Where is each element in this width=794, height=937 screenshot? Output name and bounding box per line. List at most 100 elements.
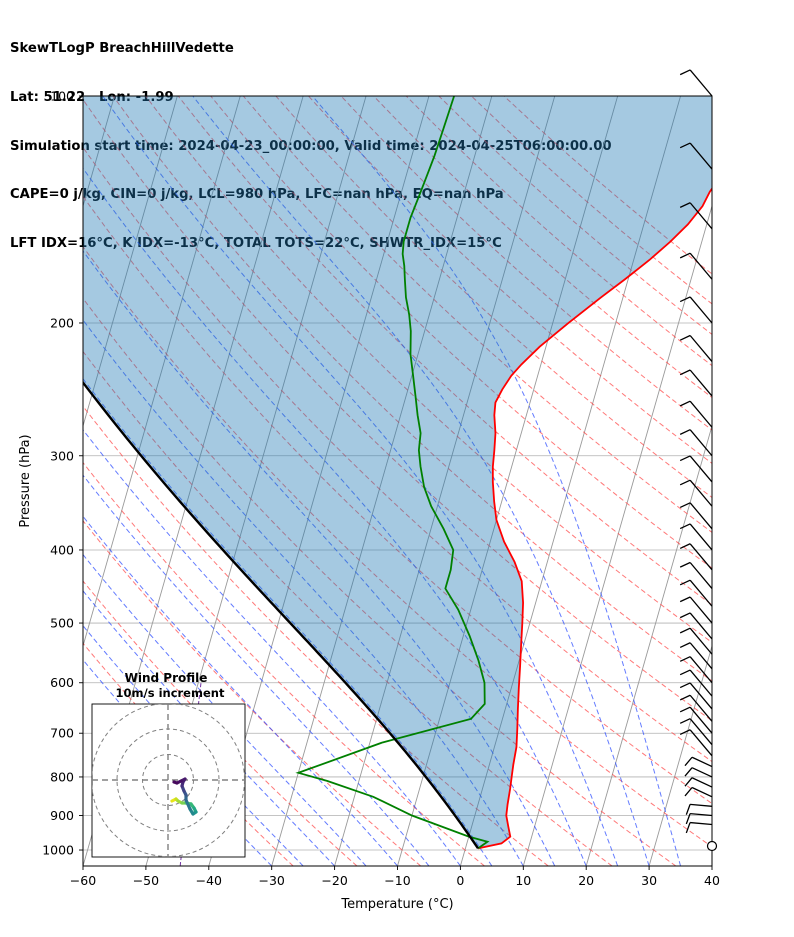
hodograph-title: Wind Profile — [125, 671, 208, 685]
x-tick-label: 20 — [578, 873, 594, 888]
wind-barb — [689, 627, 713, 655]
x-tick-label: −50 — [133, 873, 159, 888]
wind-barb-flag — [685, 804, 691, 815]
wind-barb — [690, 812, 713, 817]
wind-barb-flag — [679, 729, 691, 736]
wind-barb — [690, 821, 713, 826]
wind-barb — [689, 252, 713, 280]
wind-barb-flag — [679, 694, 691, 701]
wind-barb-flag — [679, 642, 691, 648]
wind-barb — [689, 682, 713, 710]
moist-adiabat-line — [83, 250, 556, 866]
isotherm-line — [459, 96, 681, 866]
wind-barb-flag — [679, 523, 691, 530]
wind-barb-flag — [679, 296, 691, 303]
wind-barb — [689, 656, 713, 684]
wind-barb — [689, 455, 713, 483]
wind-barb-flag — [679, 706, 691, 713]
wind-barb — [689, 202, 713, 230]
y-tick-label: 300 — [50, 448, 74, 463]
moist-adiabat-line — [83, 474, 430, 866]
isotherm-line — [208, 96, 430, 866]
location-line: Lat: 51.22 Lon: -1.99 — [10, 90, 174, 105]
wind-barb — [689, 729, 713, 757]
wind-barb-flag — [679, 543, 691, 550]
isotherm-line — [83, 96, 241, 648]
chart-title: SkewTLogP BreachHillVedette — [10, 41, 234, 57]
wind-barb-flag — [679, 718, 691, 724]
dry-adiabat-line — [83, 642, 294, 866]
x-tick-label: −10 — [384, 873, 410, 888]
wind-barb — [689, 718, 713, 746]
isotherm-line — [83, 96, 178, 428]
wind-barb — [689, 296, 713, 324]
dry-adiabat-line — [83, 350, 613, 866]
dry-adiabat-line — [242, 96, 712, 533]
wind-barb — [689, 335, 713, 362]
wind-barb-flag — [679, 682, 691, 689]
wind-barb — [691, 786, 713, 798]
wind-barb-flag — [679, 429, 691, 435]
wind-barb-flag — [679, 627, 691, 634]
isotherm-line — [522, 204, 712, 866]
wind-barb — [689, 596, 713, 624]
moist-adiabat-line — [83, 590, 335, 866]
moist-adiabat-line — [83, 319, 524, 866]
dry-adiabat-line — [210, 96, 712, 569]
isotherm-line — [775, 96, 794, 866]
wind-barb-flag — [684, 767, 693, 777]
dry-adiabat-line — [83, 520, 422, 866]
hodograph-trace-segment — [172, 780, 179, 785]
time-line: Simulation start time: 2024-04-23_00:00:… — [10, 138, 612, 154]
dry-adiabat-line — [340, 96, 712, 431]
wind-barb — [690, 803, 713, 807]
moist-adiabat-line — [192, 96, 650, 866]
wind-barb — [689, 706, 713, 734]
temperature-line — [477, 187, 712, 850]
dewpoint-line — [295, 96, 490, 850]
hodograph-subtitle: 10m/s increment — [116, 686, 225, 700]
x-axis-label: Temperature (°C) — [340, 897, 453, 912]
wind-barb — [689, 579, 713, 607]
x-tick-label: 10 — [515, 873, 531, 888]
parcel-path-line — [83, 380, 480, 850]
wind-barb-flag — [679, 252, 691, 259]
wind-barb — [689, 694, 713, 722]
calm-wind-marker — [706, 840, 718, 852]
wind-barb — [689, 502, 713, 530]
wind-barb-flag — [679, 596, 691, 603]
wind-barb — [689, 669, 713, 697]
wind-barb — [689, 543, 713, 571]
moist-adiabat-line — [312, 96, 682, 866]
dry-adiabat-line — [83, 580, 358, 866]
wind-barb-flag — [679, 334, 691, 341]
x-tick-label: −60 — [70, 873, 96, 888]
wind-barb — [689, 369, 713, 397]
wind-barb — [689, 479, 713, 507]
wind-barb — [689, 400, 713, 428]
x-tick-label: −30 — [259, 873, 285, 888]
y-tick-label: 600 — [50, 675, 74, 690]
x-tick-label: 40 — [704, 873, 720, 888]
wind-barb-flag — [684, 756, 693, 767]
x-tick-label: −40 — [196, 873, 222, 888]
wind-barb-flag — [679, 202, 691, 208]
wind-barb — [689, 562, 713, 589]
isotherm-line — [334, 96, 556, 866]
y-tick-label: 900 — [50, 808, 74, 823]
wind-barb-flag — [679, 369, 691, 376]
x-tick-label: 0 — [456, 873, 464, 888]
isotherm-line — [585, 424, 712, 866]
dry-adiabat-line — [83, 461, 485, 866]
x-tick-label: −20 — [321, 873, 347, 888]
wind-barb — [689, 612, 713, 640]
wind-barb-flag — [685, 822, 691, 834]
moist-adiabat-line — [83, 553, 367, 866]
wind-barb-flag — [679, 656, 691, 662]
moist-adiabat-line — [83, 624, 304, 866]
wind-barb — [691, 756, 713, 768]
moist-adiabat-line — [83, 167, 587, 866]
chart-header: SkewTLogP BreachHillVedette Lat: 51.22 L… — [10, 9, 612, 268]
wind-barb-flag — [685, 813, 691, 825]
